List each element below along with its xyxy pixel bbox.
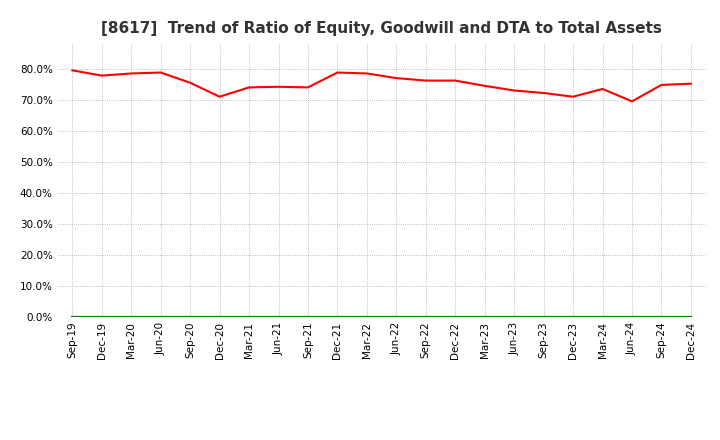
Equity — [598, 86, 607, 92]
Goodwill — [245, 314, 253, 319]
Deferred Tax Assets — [304, 314, 312, 319]
Deferred Tax Assets — [569, 314, 577, 319]
Title: [8617]  Trend of Ratio of Equity, Goodwill and DTA to Total Assets: [8617] Trend of Ratio of Equity, Goodwil… — [102, 21, 662, 36]
Equity — [127, 71, 135, 76]
Goodwill — [569, 314, 577, 319]
Deferred Tax Assets — [510, 314, 518, 319]
Goodwill — [510, 314, 518, 319]
Goodwill — [392, 314, 400, 319]
Goodwill — [127, 314, 135, 319]
Deferred Tax Assets — [392, 314, 400, 319]
Line: Equity: Equity — [72, 70, 691, 101]
Goodwill — [657, 314, 666, 319]
Goodwill — [68, 314, 76, 319]
Deferred Tax Assets — [598, 314, 607, 319]
Equity — [304, 85, 312, 90]
Goodwill — [274, 314, 283, 319]
Deferred Tax Assets — [156, 314, 165, 319]
Goodwill — [480, 314, 489, 319]
Deferred Tax Assets — [127, 314, 135, 319]
Goodwill — [539, 314, 548, 319]
Deferred Tax Assets — [68, 314, 76, 319]
Deferred Tax Assets — [480, 314, 489, 319]
Deferred Tax Assets — [628, 314, 636, 319]
Equity — [186, 80, 194, 85]
Goodwill — [363, 314, 372, 319]
Deferred Tax Assets — [245, 314, 253, 319]
Goodwill — [451, 314, 459, 319]
Goodwill — [156, 314, 165, 319]
Equity — [215, 94, 224, 99]
Deferred Tax Assets — [215, 314, 224, 319]
Deferred Tax Assets — [333, 314, 342, 319]
Equity — [628, 99, 636, 104]
Equity — [421, 78, 430, 83]
Equity — [333, 70, 342, 75]
Deferred Tax Assets — [687, 314, 696, 319]
Equity — [156, 70, 165, 75]
Equity — [510, 88, 518, 93]
Equity — [569, 94, 577, 99]
Goodwill — [215, 314, 224, 319]
Equity — [392, 75, 400, 81]
Equity — [539, 90, 548, 95]
Deferred Tax Assets — [363, 314, 372, 319]
Deferred Tax Assets — [97, 314, 106, 319]
Deferred Tax Assets — [539, 314, 548, 319]
Goodwill — [598, 314, 607, 319]
Goodwill — [97, 314, 106, 319]
Deferred Tax Assets — [657, 314, 666, 319]
Goodwill — [333, 314, 342, 319]
Deferred Tax Assets — [186, 314, 194, 319]
Equity — [68, 68, 76, 73]
Equity — [245, 85, 253, 90]
Deferred Tax Assets — [451, 314, 459, 319]
Goodwill — [687, 314, 696, 319]
Equity — [687, 81, 696, 86]
Equity — [657, 82, 666, 88]
Goodwill — [628, 314, 636, 319]
Equity — [451, 78, 459, 83]
Equity — [480, 83, 489, 88]
Equity — [363, 71, 372, 76]
Goodwill — [304, 314, 312, 319]
Equity — [274, 84, 283, 89]
Goodwill — [186, 314, 194, 319]
Deferred Tax Assets — [421, 314, 430, 319]
Goodwill — [421, 314, 430, 319]
Deferred Tax Assets — [274, 314, 283, 319]
Equity — [97, 73, 106, 78]
